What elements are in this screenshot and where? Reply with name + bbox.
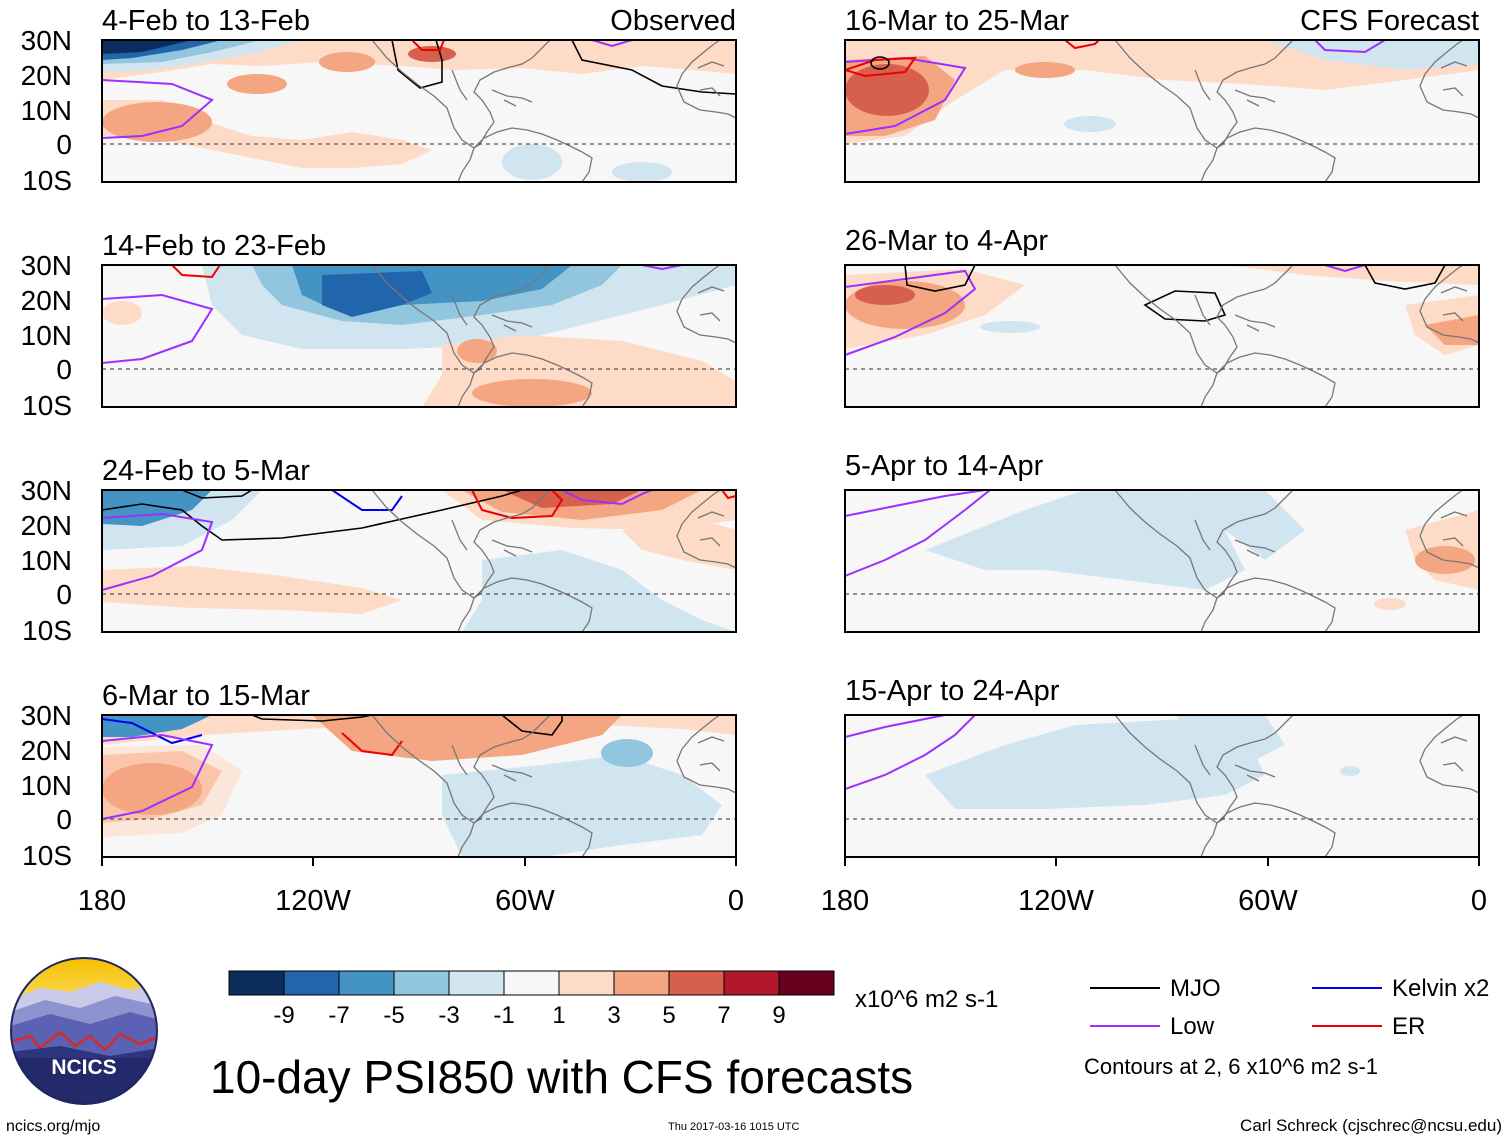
colorbar-label: 1 — [552, 1002, 565, 1029]
panel-fcst-4 — [844, 714, 1480, 858]
panel-obs-4 — [101, 714, 737, 858]
panel-obs-1 — [101, 39, 737, 183]
panel-title: 16-Mar to 25-Mar — [845, 5, 1069, 37]
panel-title: 15-Apr to 24-Apr — [845, 675, 1060, 707]
legend-label-low: Low — [1170, 1013, 1215, 1040]
lon-axis-observed: 180 120W 60W 0 — [78, 857, 744, 917]
figure-title: 10-day PSI850 with CFS forecasts — [210, 1051, 914, 1103]
panel-fcst-1 — [844, 39, 1480, 183]
colorbar-label: 5 — [662, 1002, 675, 1029]
colorbar-label: 9 — [772, 1002, 785, 1029]
lon-tick: 0 — [728, 885, 744, 917]
lat-tick: 10S — [22, 165, 72, 196]
panel-title: 26-Mar to 4-Apr — [845, 225, 1048, 257]
lon-tick: 0 — [1471, 885, 1487, 917]
contour-note: Contours at 2, 6 x10^6 m2 s-1 — [1084, 1054, 1379, 1079]
lat-tick: 10N — [21, 545, 72, 576]
colorbar-boxes — [228, 970, 835, 996]
lon-tick: 60W — [1238, 885, 1298, 917]
lon-tick: 120W — [275, 885, 351, 917]
observed-label: Observed — [610, 5, 736, 37]
lat-tick: 10N — [21, 770, 72, 801]
colorbar-label: -9 — [273, 1002, 294, 1029]
lon-tick: 180 — [821, 885, 869, 917]
logo-text: NCICS — [51, 1056, 116, 1079]
legend-label-kelvin: Kelvin x2 — [1392, 975, 1489, 1002]
lat-tick: 20N — [21, 735, 72, 766]
lon-tick: 180 — [78, 885, 126, 917]
lat-tick: 30N — [21, 25, 72, 56]
lat-tick: 30N — [21, 700, 72, 731]
lat-axes: 30N 20N 10N 0 10S 30N 20N 10N 0 10S 30N … — [21, 25, 72, 871]
lat-tick: 30N — [21, 475, 72, 506]
lat-tick: 10S — [22, 840, 72, 871]
panel-title: 6-Mar to 15-Mar — [102, 680, 310, 712]
colorbar-swatch — [613, 970, 670, 996]
lat-tick: 20N — [21, 285, 72, 316]
footer-timestamp: Thu 2017-03-16 1015 UTC — [668, 1121, 800, 1133]
forecast-label: CFS Forecast — [1300, 5, 1479, 37]
colorbar-label: 7 — [717, 1002, 730, 1029]
panel-title: 4-Feb to 13-Feb — [102, 5, 310, 37]
lat-tick: 10S — [22, 615, 72, 646]
panel-titles: 4-Feb to 13-Feb Observed 14-Feb to 23-Fe… — [102, 5, 1479, 712]
colorbar-swatch — [338, 970, 395, 996]
lat-tick: 10S — [22, 390, 72, 421]
colorbar-swatch — [558, 970, 615, 996]
colorbar-label: 3 — [607, 1002, 620, 1029]
panel-title: 24-Feb to 5-Mar — [102, 455, 310, 487]
panel-obs-2 — [101, 264, 737, 408]
lon-tick: 120W — [1018, 885, 1094, 917]
colorbar-swatch — [283, 970, 340, 996]
colorbar: -9 -7 -5 -3 -1 1 3 5 7 9 — [228, 970, 835, 1029]
ncics-logo: NCICS — [10, 957, 158, 1105]
colorbar-swatch — [228, 970, 285, 996]
colorbar-units: x10^6 m2 s-1 — [855, 986, 999, 1013]
lat-tick: 10N — [21, 95, 72, 126]
lat-tick: 30N — [21, 250, 72, 281]
lat-tick: 20N — [21, 510, 72, 541]
line-legend: MJO Low Kelvin x2 ER — [1090, 975, 1489, 1040]
panel-fcst-3 — [844, 489, 1480, 633]
lat-tick: 0 — [56, 354, 72, 385]
lat-tick: 0 — [56, 129, 72, 160]
panel-obs-3 — [101, 489, 737, 633]
lon-tick: 60W — [495, 885, 555, 917]
panel-fcst-2 — [844, 264, 1480, 408]
colorbar-swatch — [393, 970, 450, 996]
panel-title: 5-Apr to 14-Apr — [845, 450, 1044, 482]
forecast-column — [844, 39, 1480, 858]
colorbar-swatch — [723, 970, 780, 996]
colorbar-label: -7 — [328, 1002, 349, 1029]
footer-url: ncics.org/mjo — [6, 1118, 101, 1135]
colorbar-swatch — [668, 970, 725, 996]
lat-tick: 0 — [56, 579, 72, 610]
colorbar-swatch — [503, 970, 560, 996]
lat-tick: 10N — [21, 320, 72, 351]
colorbar-label: -5 — [383, 1002, 404, 1029]
colorbar-label: -1 — [493, 1002, 514, 1029]
lon-axis-forecast: 180 120W 60W 0 — [821, 857, 1487, 917]
panel-title: 14-Feb to 23-Feb — [102, 230, 326, 262]
colorbar-swatch — [448, 970, 505, 996]
colorbar-label: -3 — [438, 1002, 459, 1029]
lat-tick: 0 — [56, 804, 72, 835]
footer-credit: Carl Schreck (cjschrec@ncsu.edu) — [1240, 1116, 1502, 1135]
colorbar-swatch — [778, 970, 835, 996]
legend-label-er: ER — [1392, 1013, 1425, 1040]
observed-column — [101, 39, 737, 858]
lat-tick: 20N — [21, 60, 72, 91]
legend-label-mjo: MJO — [1170, 975, 1221, 1002]
